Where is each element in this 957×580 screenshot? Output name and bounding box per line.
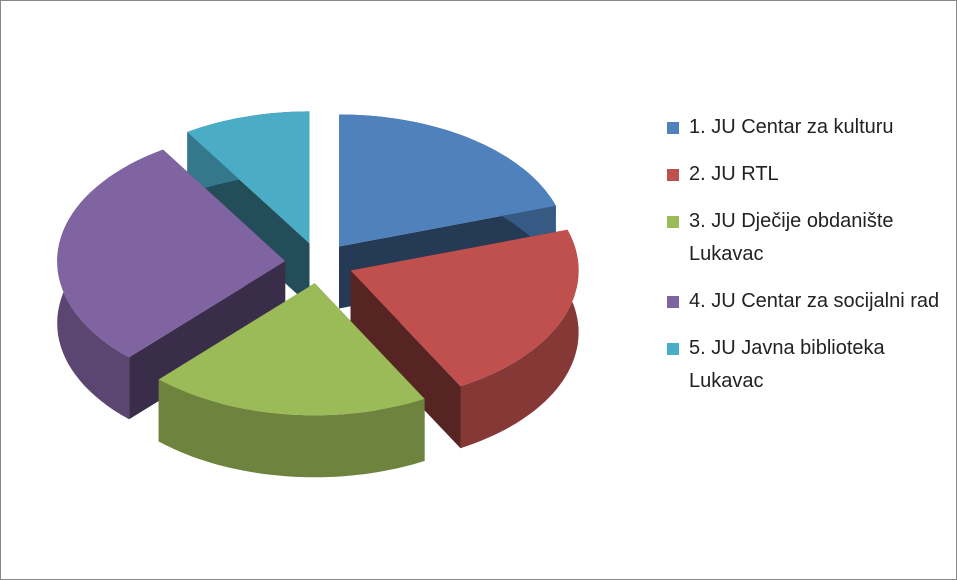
legend-label: 2. JU RTL xyxy=(689,163,779,185)
legend-swatch xyxy=(667,122,679,134)
slice-side xyxy=(350,270,461,449)
legend-item: 2. JU RTL xyxy=(667,158,952,191)
legend-label: 4. JU Centar za socijalni rad xyxy=(689,290,940,312)
legend-swatch xyxy=(667,343,679,355)
pie-plot xyxy=(57,111,579,478)
legend-swatch xyxy=(667,296,679,308)
slice xyxy=(339,114,556,247)
legend-item: 5. JU Javna biblioteka Lukavac xyxy=(667,332,952,398)
legend-item: 3. JU Dječije obdanište Lukavac xyxy=(667,205,952,271)
slice-side xyxy=(460,229,579,449)
slice xyxy=(350,229,579,387)
slice xyxy=(158,283,425,416)
slice xyxy=(187,111,310,244)
legend-label: 1. JU Centar za kulturu xyxy=(689,116,894,138)
legend-item: 1. JU Centar za kulturu xyxy=(667,111,952,144)
slice xyxy=(57,149,286,358)
legend-swatch xyxy=(667,169,679,181)
slice-side xyxy=(158,379,425,478)
legend: 1. JU Centar za kulturu 2. JU RTL 3. JU Dj… xyxy=(667,111,952,412)
legend-item: 4. JU Centar za socijalni rad xyxy=(667,285,952,318)
legend-label: 5. JU Javna biblioteka Lukavac xyxy=(689,337,885,392)
legend-swatch xyxy=(667,216,679,228)
legend-label: 3. JU Dječije obdanište Lukavac xyxy=(689,210,894,265)
